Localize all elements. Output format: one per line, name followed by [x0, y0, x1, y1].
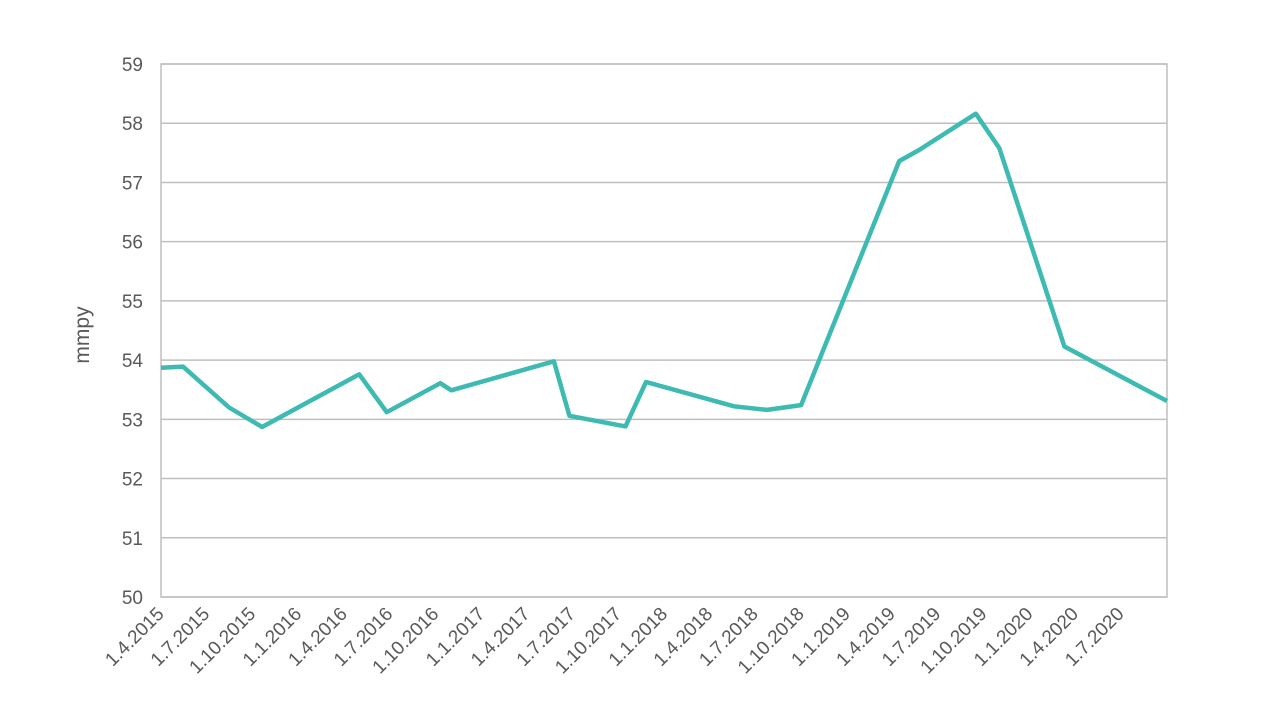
y-tick-label: 51 — [122, 529, 143, 550]
y-tick-label: 50 — [122, 588, 143, 609]
y-tick-label: 56 — [122, 233, 143, 254]
y-tick-label: 52 — [122, 470, 143, 491]
y-tick-label: 57 — [122, 173, 143, 194]
y-tick-label: 54 — [122, 351, 144, 372]
y-tick-label: 55 — [122, 292, 143, 313]
plot-area-border — [160, 63, 1168, 598]
y-tick-label: 59 — [122, 55, 143, 76]
y-axis-ticks: 50 51 52 53 54 55 56 57 58 59 — [122, 55, 144, 609]
series-line — [160, 111, 1169, 430]
series-group — [160, 111, 1169, 430]
gridlines — [161, 63, 1167, 598]
y-tick-label: 58 — [122, 114, 143, 135]
y-tick-label: 53 — [122, 410, 143, 431]
y-axis-label: mmpy — [71, 306, 94, 364]
x-axis-ticks: 1.4.20151.7.20151.10.20151.1.20161.4.201… — [101, 604, 1128, 679]
